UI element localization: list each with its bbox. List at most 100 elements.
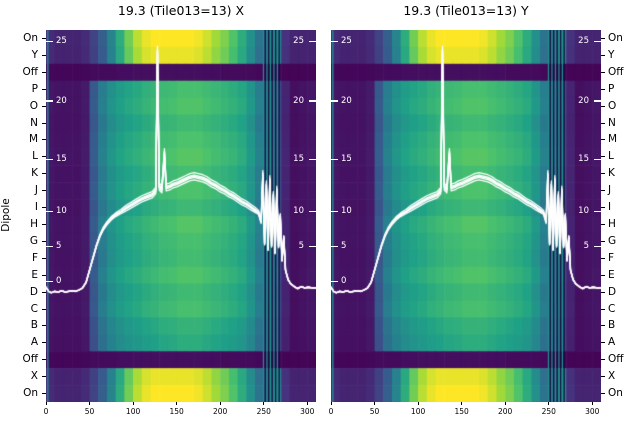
x-tick-mark [89, 402, 91, 405]
x-tick-label: 50 [369, 407, 380, 416]
db-tick-label: 10 [293, 205, 304, 216]
x-tick-label: 0 [328, 407, 334, 416]
y-tick-mark [42, 71, 46, 73]
x-tick-mark [45, 402, 47, 405]
y-tick-mark [601, 173, 605, 175]
y-tick-mark [42, 291, 46, 293]
y-tick-mark [601, 393, 605, 395]
db-tick-label: 25 [341, 36, 352, 47]
db-tick-mark [331, 280, 338, 282]
x-tick-label: 200 [498, 407, 513, 416]
y-tick-mark [601, 88, 605, 90]
db-tick-mark [331, 41, 338, 43]
y-tick-mark [601, 257, 605, 259]
dipole-label: O [29, 99, 38, 112]
db-tick-mark [594, 100, 601, 102]
dipole-label: Off [608, 65, 624, 78]
x-tick-label: 300 [300, 407, 315, 416]
db-tick-mark [46, 41, 53, 43]
db-tick-mark [309, 246, 316, 248]
y-tick-mark [42, 325, 46, 327]
y-tick-mark [601, 105, 605, 107]
x-tick-label: 250 [541, 407, 556, 416]
dipole-label: On [23, 31, 38, 44]
x-tick-label: 100 [125, 407, 141, 416]
y-tick-mark [42, 173, 46, 175]
y-tick-mark [601, 54, 605, 56]
y-tick-mark [601, 291, 605, 293]
y-tick-mark [601, 308, 605, 310]
db-tick-label: 5 [298, 241, 304, 252]
x-tick-label: 150 [169, 407, 184, 416]
heatmap-panel-y [331, 30, 601, 402]
x-tick-mark [591, 402, 593, 405]
x-tick-label: 150 [454, 407, 469, 416]
x-tick-label: 250 [256, 407, 271, 416]
y-tick-mark [42, 223, 46, 225]
dipole-label: A [608, 336, 616, 349]
db-tick-label: 5 [341, 241, 347, 252]
dipole-label: C [608, 302, 616, 315]
db-tick-label: 10 [56, 205, 67, 216]
dipole-label: H [30, 217, 38, 230]
y-tick-mark [42, 308, 46, 310]
dipole-label: J [34, 184, 38, 197]
db-tick-label: 5 [56, 241, 62, 252]
y-tick-mark [601, 37, 605, 39]
db-tick-label: 25 [293, 36, 304, 47]
dipole-label: L [608, 150, 614, 163]
x-tick-label: 0 [43, 407, 49, 416]
x-tick-mark [461, 402, 463, 405]
x-tick-mark [132, 402, 134, 405]
x-tick-mark [548, 402, 550, 405]
y-tick-mark [601, 359, 605, 361]
db-tick-label: 20 [578, 95, 589, 106]
db-tick-mark [594, 159, 601, 161]
y-tick-mark [42, 274, 46, 276]
db-tick-label: 15 [56, 154, 67, 165]
dipole-label: X [30, 370, 38, 383]
db-tick-label: 20 [341, 95, 352, 106]
dipole-label: B [608, 319, 616, 332]
dipole-label: Y [608, 48, 615, 61]
db-tick-label: 25 [578, 36, 589, 47]
y-tick-mark [601, 274, 605, 276]
db-tick-label: 0 [56, 275, 62, 286]
y-tick-mark [601, 139, 605, 141]
db-tick-mark [46, 159, 53, 161]
db-tick-label: 25 [56, 36, 67, 47]
y-tick-mark [42, 257, 46, 259]
db-tick-mark [309, 100, 316, 102]
y-tick-mark [42, 88, 46, 90]
dipole-label: I [34, 201, 38, 214]
dipole-label: D [608, 285, 617, 298]
dipole-label: N [608, 116, 616, 129]
x-tick-mark [176, 402, 178, 405]
dipole-label: A [30, 336, 38, 349]
dipole-label: G [608, 234, 617, 247]
y-tick-mark [601, 376, 605, 378]
dipole-label: J [608, 184, 612, 197]
x-tick-mark [263, 402, 265, 405]
db-tick-mark [331, 210, 338, 212]
dipole-label: D [29, 285, 38, 298]
x-tick-label: 50 [84, 407, 95, 416]
y-tick-mark [42, 105, 46, 107]
dipole-label: P [608, 82, 615, 95]
dipole-label: E [31, 268, 38, 281]
db-tick-mark [46, 100, 53, 102]
x-tick-mark [374, 402, 376, 405]
y-tick-mark [42, 190, 46, 192]
dipole-label: F [31, 251, 38, 264]
dipole-label: On [608, 387, 623, 400]
y-tick-mark [601, 342, 605, 344]
dipole-label: B [30, 319, 38, 332]
db-tick-label: 10 [578, 205, 589, 216]
y-tick-mark [601, 223, 605, 225]
y-tick-mark [42, 156, 46, 158]
y-tick-mark [42, 359, 46, 361]
dipole-label: K [31, 167, 38, 180]
dipole-label: L [32, 150, 38, 163]
dipole-label: E [608, 268, 615, 281]
x-tick-mark [330, 402, 332, 405]
